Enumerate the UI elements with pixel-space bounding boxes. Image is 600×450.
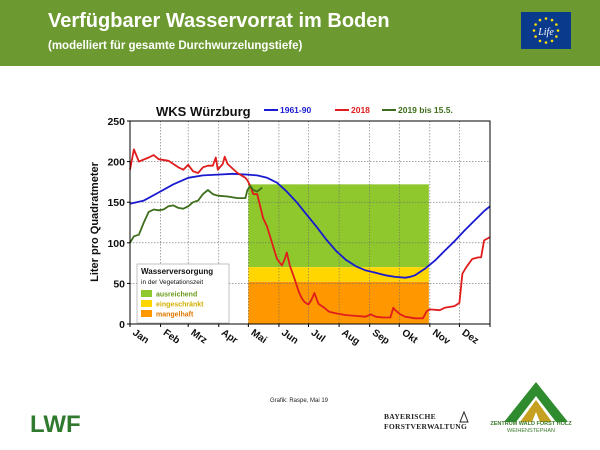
page-title: Verfügbarer Wasservorrat im Boden (48, 10, 390, 32)
bay-lion-icon (459, 410, 469, 423)
eu-star-icon (534, 35, 537, 38)
zones-layer (248, 184, 429, 324)
chart-title: WKS Würzburg (156, 104, 251, 119)
eu-star-icon (534, 23, 537, 26)
legend-label: 1961-90 (280, 105, 311, 115)
y-tick-label: 50 (113, 278, 125, 290)
eu-star-icon (544, 41, 548, 44)
zone-legend-subtitle: in der Vegetationszeit (141, 279, 203, 286)
eu-star-icon (538, 39, 542, 43)
grid-layer (130, 121, 490, 324)
zwfh-line1: ZENTRUM WALD FORST HOLZ (490, 421, 572, 427)
eu-star-icon (555, 35, 558, 38)
eu-star-icon (544, 17, 548, 20)
x-tick-label: Mai (249, 327, 269, 346)
zwfh-line2: WEIHENSTEPHAN (507, 428, 555, 434)
x-tick-label: Aug (339, 327, 361, 347)
eu-life-flag-icon: Life (521, 12, 571, 49)
x-tick-label: Dez (460, 327, 481, 346)
zone-mangelhaft (248, 281, 429, 324)
eu-star-icon (555, 23, 558, 26)
eu-star-icon (556, 29, 560, 32)
lwf-logo: LWF (30, 411, 81, 436)
y-tick-label: 100 (107, 238, 125, 250)
x-tick-label: Jan (130, 327, 150, 346)
zwfh-text: ZENTRUM WALD FORST HOLZ WEIHENSTEPHAN (476, 421, 586, 435)
x-tick-label: Okt (400, 327, 421, 346)
y-tick-label: 200 (107, 157, 125, 169)
header-banner: Verfügbarer Wasservorrat im Boden (model… (0, 0, 600, 66)
zone-legend-title: Wasserversorgung (141, 267, 213, 276)
x-tick-label: Jun (279, 327, 300, 346)
zone-legend-swatch (141, 310, 152, 317)
x-tick-label: Feb (161, 327, 182, 346)
legend-label: 2018 (351, 105, 370, 115)
eu-star-icon (532, 29, 536, 32)
eu-life-text: Life (537, 27, 554, 38)
x-tick-label: Jul (309, 327, 327, 344)
zwfh-mountain-logo-icon (504, 382, 568, 422)
y-tick-label: 150 (107, 197, 125, 209)
series-layer (129, 148, 491, 320)
bayerische-forstverwaltung-logo: BAYERISCHE FORSTVERWALTUNG (384, 412, 467, 432)
eu-star-icon (538, 18, 542, 22)
x-tick-label: Nov (430, 327, 452, 347)
bay-line2: FORSTVERWALTUNG (384, 422, 468, 431)
series-line-2019 bis 15.5. (129, 185, 263, 244)
y-tick-label: 250 (107, 116, 125, 128)
zone-eingeschränkt (248, 267, 429, 282)
page-subtitle: (modelliert für gesamte Durchwurzelungst… (48, 40, 303, 52)
series-line-2018 (129, 148, 491, 320)
zone-legend-box: Wasserversorgung in der Vegetationszeit … (136, 263, 230, 324)
series-line-1961-90 (129, 172, 491, 279)
lwf-logo-text: LWF (30, 411, 81, 436)
series-legend: 1961-90 2018 2019 bis 15.5. (264, 105, 453, 115)
y-axis-label: Liter pro Quadratmeter (89, 161, 101, 282)
x-tick-label: Mrz (188, 327, 208, 346)
y-tick-label: 0 (119, 319, 125, 331)
x-tick-label: Apr (219, 327, 240, 346)
zone-legend-swatch (141, 290, 152, 297)
zone-legend-label: mangelhaft (156, 312, 194, 319)
eu-star-icon (550, 39, 554, 43)
graphic-credit: Grafik: Raspe, Mai 19 (270, 398, 329, 404)
zone-legend-label: ausreichend (156, 292, 197, 299)
x-tick-label: Sep (370, 327, 391, 347)
plot-frame (129, 120, 491, 325)
legend-label: 2019 bis 15.5. (398, 105, 453, 115)
bay-line1: BAYERISCHE (384, 412, 436, 421)
zone-legend-swatch (141, 300, 152, 307)
zone-legend-label: eingeschränkt (156, 302, 204, 309)
eu-star-icon (550, 18, 554, 22)
